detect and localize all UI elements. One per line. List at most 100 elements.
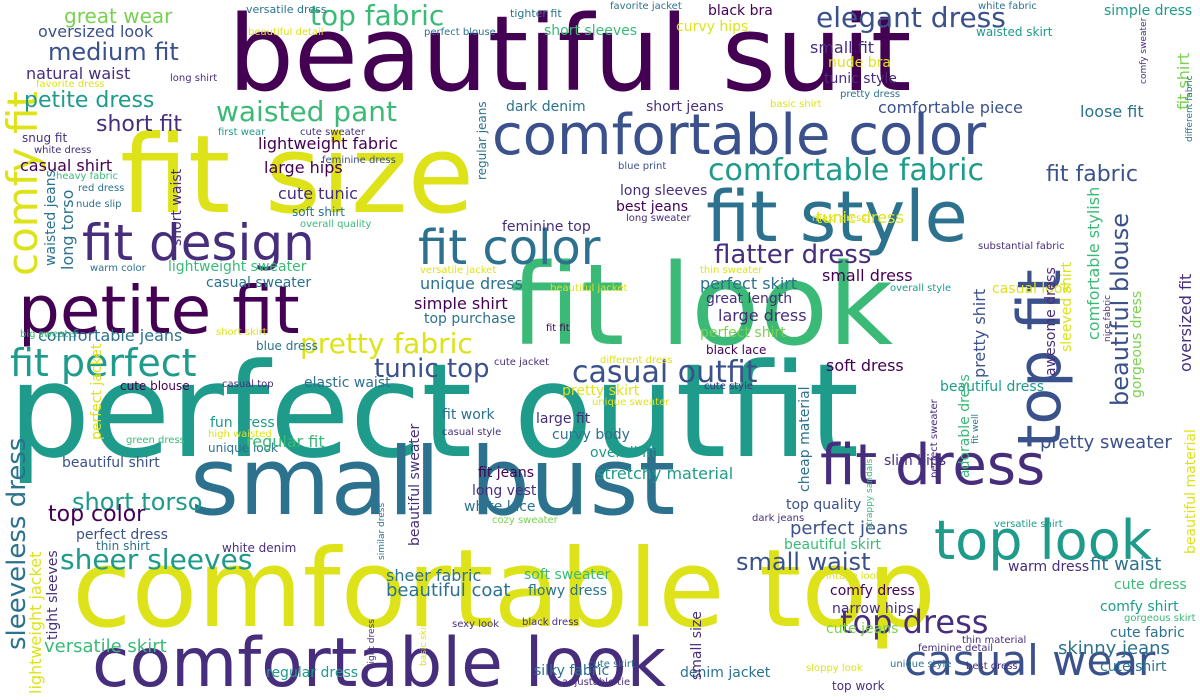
word-pretty-skirt: pretty skirt [562, 383, 640, 399]
word-comfy-shirt: comfy shirt [1100, 599, 1179, 615]
word-comfortable-stylish: comfortable stylish [1084, 186, 1103, 340]
word-strappy-sandals: strappy sandals [865, 458, 875, 530]
word-heavy-fabric: heavy fabric [56, 171, 119, 182]
word-basic-skirt: basic skirt [419, 620, 429, 666]
word-long-torso: long torso [58, 189, 77, 270]
word-beautiful-material: beautiful material [1183, 429, 1199, 554]
word-regular-dress: regular dress [266, 665, 359, 681]
word-blue-print: blue print [618, 161, 667, 172]
word-white-lace: white lace [464, 499, 536, 515]
word-vintage-look: vintage look [820, 571, 882, 582]
word-skinny-jeans: skinny jeans [1058, 638, 1170, 659]
word-cozy-sweater: cozy sweater [492, 515, 558, 526]
word-thin-shirt: thin shirt [96, 539, 150, 553]
word-light-dress: light dress [367, 619, 377, 666]
word-large-dress: large dress [718, 306, 807, 325]
word-top-color: top color [48, 502, 146, 527]
word-tighter-fit: tighter fit [510, 7, 562, 20]
word-long-shirt: long shirt [170, 73, 218, 84]
word-large-hips: large hips [264, 158, 343, 177]
word-unique-style: unique style [890, 659, 952, 670]
word-medium-fit: medium fit [48, 38, 179, 66]
word-short-fit: short fit [96, 112, 183, 137]
word-first-wear: first wear [218, 127, 266, 138]
word-favorite-dress: favorite dress [36, 79, 105, 90]
word-small-fit: small fit [810, 38, 875, 57]
word-perfect-dress: perfect dress [76, 527, 168, 543]
word-beautiful-shirt: beautiful shirt [62, 455, 160, 471]
word-fit-size: fit size [120, 113, 475, 238]
word-simple-shirt: simple shirt [414, 294, 508, 313]
word-pretty-dress: pretty dress [840, 89, 901, 100]
word-perfect-jacket: perfect jacket [89, 343, 105, 440]
word-fun-dress: fun dress [210, 415, 275, 431]
word-fit-work: fit work [442, 407, 495, 423]
word-best-jeans: best jeans [616, 199, 688, 215]
word-soft-dress: soft dress [826, 356, 904, 375]
word-perfect-outfit: perfect outfit [8, 335, 860, 487]
word-casual-outfit: casual outfit [572, 355, 758, 390]
word-comfortable-top: comfortable top [72, 527, 936, 652]
word-high-waisted: high waisted [208, 429, 272, 440]
word-maxi-dress: maxi dress [812, 213, 867, 224]
word-beautiful-suit: beautiful suit [228, 0, 912, 115]
word-elastic-waist: elastic waist [304, 375, 391, 391]
word-overall-fit: overall fit [590, 445, 657, 461]
word-comfy-sweater: comfy sweater [1139, 17, 1149, 84]
word-cute-fabric: cute fabric [1110, 625, 1185, 641]
word-great-wear: great wear [64, 4, 173, 28]
word-feminine-dress: feminine dress [322, 155, 396, 166]
word-pretty-fabric: pretty fabric [300, 327, 473, 360]
word-black-dress: black dress [522, 617, 579, 628]
word-top-fabric: top fabric [310, 0, 445, 32]
word-pretty-shirt: pretty shirt [970, 288, 989, 378]
word-tight-sleeves: tight sleeves [45, 550, 61, 640]
word-long-vest: long vest [472, 483, 537, 499]
word-regular-fit: regular fit [246, 432, 325, 451]
word-comfortable-color: comfortable color [492, 103, 987, 168]
word-elegant-dress: elegant dress [816, 1, 1006, 34]
word-comfortable-look: comfortable look [92, 624, 667, 700]
word-sleeved-shirt: sleeved shirt [1059, 262, 1075, 352]
word-blue-dress: blue dress [256, 339, 318, 353]
word-fit-fabric: fit fabric [1046, 162, 1138, 187]
word-stretchy-material: stretchy material [596, 464, 734, 483]
word-nude-bra: nude bra [828, 55, 891, 71]
word-waisted-jeans: waisted jeans [43, 170, 59, 266]
word-unique-dress: unique dress [420, 274, 523, 293]
word-similar-dress: similar dress [377, 502, 387, 560]
word-oversized-look: oversized look [38, 22, 154, 41]
word-top-quality: top quality [786, 497, 862, 513]
word-cute-style: cute style [704, 381, 754, 392]
word-fit-color: fit color [418, 220, 601, 276]
word-silky-fabric: silky fabric [534, 663, 610, 679]
word-small-bust: small bust [190, 428, 676, 537]
word-curvy-hips: curvy hips [676, 19, 749, 35]
word-nice-fabric: nice fabric [1103, 294, 1113, 342]
word-lightweight-sweater: lightweight sweater [168, 259, 307, 275]
word-black-bra: black bra [708, 3, 773, 19]
word-perfect-sweater: perfect sweater [929, 399, 940, 478]
word-lightweight-jacket: lightweight jacket [26, 551, 45, 694]
word-versatile-shirt: versatile shirt [994, 519, 1063, 530]
word-favorite-jacket: favorite jacket [610, 1, 682, 12]
word-comfortable-piece: comfortable piece [878, 98, 1023, 117]
word-top-work: top work [832, 679, 885, 693]
word-best-dress: best dress [966, 661, 1018, 672]
word-regular-jeans: regular jeans [475, 101, 489, 180]
word-awesome-dress: awesome dress [1043, 267, 1059, 376]
word-petite-fit: petite fit [18, 272, 300, 349]
word-adjustable-tie: adjustable tie [562, 677, 631, 688]
word-short-jeans: short jeans [646, 99, 724, 115]
word-top-dress: top dress [840, 603, 989, 641]
word-casual-top: casual top [222, 379, 274, 390]
word-perfect-shirt: perfect shirt [700, 325, 786, 341]
word-overall-style: overall style [890, 283, 952, 294]
word-soft-shirt: soft shirt [292, 205, 345, 219]
word-beautiful-jacket: beautiful jacket [550, 283, 628, 294]
word-cute-sweater: cute sweater [300, 127, 365, 138]
word-perfect-skirt: perfect skirt [700, 274, 798, 293]
word-beautiful-dress: beautiful dress [940, 379, 1045, 395]
word-big-sweater: big sweater [20, 329, 79, 340]
